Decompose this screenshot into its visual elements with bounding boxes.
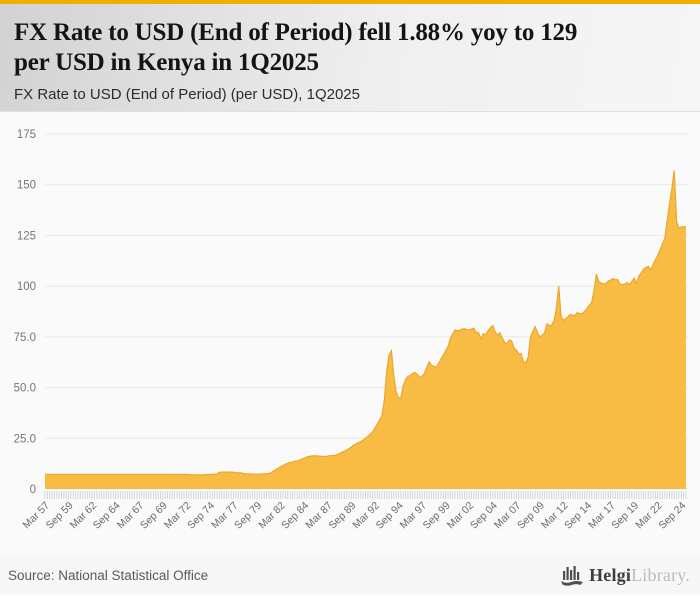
chart-subtitle: FX Rate to USD (End of Period) (per USD)… [14,86,360,103]
bar-chart-logo-icon [561,566,583,586]
page-title-line1: FX Rate to USD (End of Period) fell 1.88… [14,19,578,46]
brand-name: HelgiLibrary. [589,565,690,586]
chart-area: 175 150 125 100 75.0 50.0 25.0 0 Mar 57 Sep 59 Mar… [0,112,700,555]
area-series [45,170,686,489]
brand-name-primary: Helgi [589,564,632,585]
y-axis-tick-label: 150 [17,180,36,192]
y-axis-tick-label: 125 [17,230,36,242]
area-series-edge [45,170,687,476]
y-axis-tick-label: 175 [17,129,36,141]
y-axis-tick-label: 50.0 [14,383,36,395]
y-axis-tick-label: 75.0 [14,332,36,344]
y-axis-tick-label: 100 [17,281,36,293]
page-title-line2: per USD in Kenya in 1Q2025 [14,49,319,76]
brand-logo[interactable]: HelgiLibrary. [560,564,690,586]
source-note: Source: National Statistical Office [8,567,209,583]
brand-name-secondary: Library. [631,564,690,585]
footer: Source: National Statistical Office Helg… [0,555,700,595]
y-axis-tick-label: 0 [30,484,36,496]
header: FX Rate to USD (End of Period) fell 1.88… [0,4,700,112]
y-axis-tick-label: 25.0 [14,433,36,445]
page-title: FX Rate to USD (End of Period) fell 1.88… [14,18,684,78]
top-accent-bar [0,0,700,4]
x-axis-tick-label: Sep 24 [656,500,688,532]
